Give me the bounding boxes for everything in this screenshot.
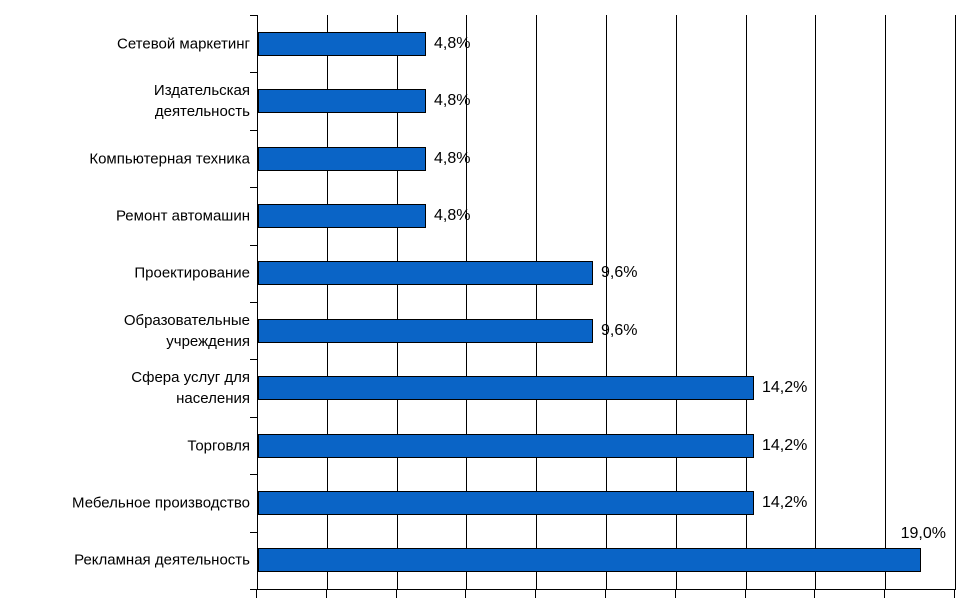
value-axis-tick <box>884 589 885 598</box>
value-axis-tick <box>396 589 397 598</box>
bar <box>258 548 921 573</box>
category-label: Образовательные учреждения <box>123 311 250 350</box>
bar <box>258 490 754 515</box>
plot-area: 4,8% 4,8% 4,8% 4,8% 9,6% 9,6% 14,2% 14,2% 14,2% 1… <box>257 15 956 590</box>
category-axis-tick <box>250 187 257 188</box>
bar <box>258 433 754 458</box>
bar <box>258 318 593 343</box>
value-axis-tick <box>535 589 536 598</box>
category-axis-tick <box>250 302 257 303</box>
gridline <box>326 15 328 589</box>
gridline <box>745 15 747 589</box>
value-axis-tick <box>675 589 676 598</box>
value-label: 9,6% <box>601 264 638 282</box>
value-label: 4,8% <box>434 149 471 167</box>
category-axis-tick <box>250 359 257 360</box>
bar <box>258 261 593 286</box>
category-axis-tick <box>250 474 257 475</box>
value-label: 4,8% <box>434 206 471 224</box>
bar <box>258 89 426 114</box>
gridline <box>815 15 817 589</box>
category-axis-tick <box>250 532 257 533</box>
category-axis-tick <box>250 15 257 16</box>
category-axis-tick <box>250 245 257 246</box>
gridline <box>396 15 398 589</box>
category-axis-tick <box>250 130 257 131</box>
category-label: Сфера услуг для населения <box>131 369 250 408</box>
category-label: Сетевой маркетинг <box>117 35 250 53</box>
gridline <box>955 15 956 589</box>
value-label: 14,2% <box>762 379 808 397</box>
value-axis-tick <box>605 589 606 598</box>
category-label: Рекламная деятельность <box>74 551 250 569</box>
value-label: 14,2% <box>762 493 808 511</box>
value-label: 9,6% <box>601 321 638 339</box>
category-label: Ремонт автомашин <box>115 207 250 225</box>
value-label: 4,8% <box>434 34 471 52</box>
value-axis-tick <box>954 589 955 598</box>
category-label: Мебельное производство <box>72 494 250 512</box>
category-label: Издательская деятельность <box>153 82 250 121</box>
category-axis-tick <box>250 72 257 73</box>
gridline <box>675 15 677 589</box>
gridline <box>466 15 468 589</box>
value-label: 19,0% <box>900 525 946 543</box>
value-axis-tick <box>326 589 327 598</box>
value-axis-tick <box>465 589 466 598</box>
category-axis-tick <box>250 417 257 418</box>
category-label: Проектирование <box>134 264 250 282</box>
category-axis-tick <box>250 589 257 590</box>
value-axis-tick <box>814 589 815 598</box>
bar <box>258 146 426 171</box>
value-label: 4,8% <box>434 92 471 110</box>
value-axis-tick <box>745 589 746 598</box>
gridline <box>536 15 538 589</box>
bar <box>258 203 426 228</box>
category-label: Компьютерная техника <box>89 150 250 167</box>
bar <box>258 376 754 401</box>
bar <box>258 31 426 56</box>
gridline <box>606 15 607 589</box>
category-label: Торговля <box>187 437 250 454</box>
value-label: 14,2% <box>762 436 808 454</box>
value-axis-tick <box>256 589 257 598</box>
gridline <box>885 15 887 589</box>
